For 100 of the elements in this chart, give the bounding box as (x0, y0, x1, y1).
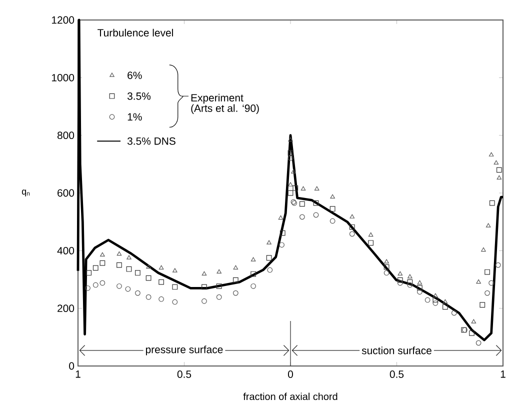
point (476, 340, 482, 346)
point (476, 279, 481, 284)
point (407, 282, 413, 288)
point (125, 286, 131, 292)
point (116, 283, 122, 289)
y-axis-title: q$_{n}$ (22, 190, 30, 196)
point (288, 155, 294, 161)
point (216, 283, 222, 289)
point (471, 319, 476, 324)
x-axis-title: fraction of axial chord (243, 392, 338, 400)
point (313, 212, 319, 218)
point (158, 296, 164, 302)
point (288, 182, 293, 186)
point (292, 185, 298, 191)
point (146, 275, 152, 281)
point (135, 290, 140, 296)
point (417, 285, 422, 291)
point (288, 190, 294, 196)
point (202, 284, 207, 290)
legend-label: 3.5% DNS (127, 137, 176, 145)
point (349, 231, 355, 237)
point (116, 262, 122, 268)
point (442, 304, 448, 310)
point (299, 201, 305, 207)
point (86, 270, 92, 276)
point (330, 206, 336, 212)
point (397, 277, 403, 283)
point (266, 240, 272, 244)
point (126, 266, 132, 272)
point (432, 300, 438, 306)
point (484, 269, 490, 275)
annotation: pressure surface (146, 346, 223, 356)
point (100, 280, 106, 286)
annotation: (Arts et al. ‘90) (191, 104, 259, 114)
point (172, 268, 178, 272)
point (432, 297, 438, 303)
point (100, 252, 105, 256)
point (116, 251, 122, 256)
point (92, 265, 98, 271)
line-series (76, 18, 504, 342)
x-tick-label: 1 (500, 370, 506, 378)
point (278, 215, 284, 220)
point (433, 293, 438, 298)
y-tick-label: 600 (58, 189, 74, 197)
annotation: Experiment (191, 94, 244, 104)
point (451, 310, 457, 316)
point (384, 270, 390, 276)
point (158, 265, 164, 270)
point (172, 299, 178, 305)
point (368, 240, 374, 246)
point (280, 230, 286, 236)
legend-title: Turbulence level (98, 28, 173, 37)
x-tick-label: 1 (76, 370, 80, 378)
y-tick-label: 1000 (52, 74, 74, 82)
point (202, 271, 207, 276)
point (291, 169, 296, 174)
point (299, 214, 305, 220)
point (85, 285, 90, 291)
point (417, 289, 422, 295)
point (288, 150, 294, 156)
point (417, 280, 422, 284)
x-tick-label: 0.5 (177, 370, 192, 378)
point (216, 294, 222, 300)
point (495, 262, 501, 268)
point (496, 175, 502, 180)
point (384, 259, 389, 264)
point (250, 257, 256, 262)
point (407, 279, 413, 285)
point (126, 255, 132, 260)
annotation: suction surface (362, 346, 432, 354)
x-tick-label: 0.5 (390, 370, 404, 378)
point (330, 194, 335, 199)
point (398, 271, 403, 276)
point (330, 218, 336, 224)
point (100, 260, 106, 266)
point (442, 299, 448, 304)
point (484, 290, 490, 296)
point (496, 167, 502, 173)
point (397, 280, 403, 286)
legend-label: 3.5% (127, 92, 151, 100)
point (279, 242, 284, 248)
legend-label: 1% (128, 113, 142, 121)
point (469, 330, 474, 336)
point (250, 283, 256, 289)
point (92, 282, 98, 288)
point (480, 302, 486, 308)
point (267, 267, 273, 273)
point (216, 269, 222, 274)
y-tick-label: 800 (57, 132, 74, 140)
point (408, 274, 412, 278)
point (146, 264, 151, 269)
point (232, 290, 238, 296)
point (313, 200, 319, 206)
point (314, 186, 320, 190)
point (368, 232, 374, 237)
point (146, 294, 152, 300)
point (488, 280, 494, 286)
legend-label: 6% (128, 72, 142, 80)
point (158, 279, 164, 285)
point (172, 284, 178, 290)
